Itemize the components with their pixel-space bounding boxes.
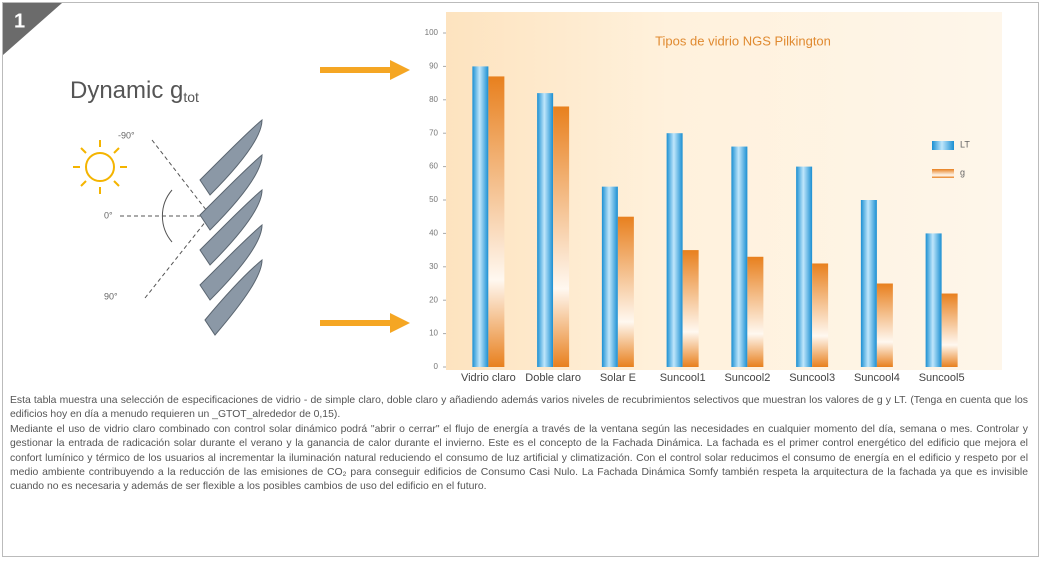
x-tick-label: Suncool3 xyxy=(789,372,836,384)
x-tick-label: Suncool1 xyxy=(659,372,706,384)
x-tick-label: Solar E xyxy=(599,372,636,384)
y-tick-label: 90 xyxy=(429,62,438,71)
bar xyxy=(472,66,489,368)
x-tick-label: Suncool4 xyxy=(853,372,900,384)
louvers xyxy=(199,118,263,336)
x-tick-label: Vidrio claro xyxy=(460,372,516,384)
y-tick-label: 50 xyxy=(429,195,438,204)
bar xyxy=(876,283,893,367)
bar xyxy=(617,216,634,367)
figure: 1 Dynamic gtot -90° 0° 90° Tipos de vidr… xyxy=(3,3,1002,371)
x-tick-label: Doble claro xyxy=(525,372,581,384)
bar xyxy=(601,186,618,367)
legend-swatch xyxy=(932,141,954,150)
y-tick-label: 10 xyxy=(429,329,438,338)
legend-label: LT xyxy=(960,139,970,149)
bar xyxy=(796,166,813,367)
y-tick-label: 20 xyxy=(429,295,438,304)
badge-bg xyxy=(3,3,62,55)
bar xyxy=(666,133,683,367)
bar xyxy=(812,263,829,367)
bar xyxy=(925,233,942,367)
angle-label: -90° xyxy=(118,130,135,140)
badge: 1 xyxy=(14,10,25,32)
bar xyxy=(553,106,570,367)
y-tick-label: 70 xyxy=(429,128,438,137)
bar xyxy=(860,200,877,367)
caption-paragraph: Mediante el uso de vidrio claro combinad… xyxy=(10,423,1028,493)
caption-paragraph: Esta tabla muestra una selección de espe… xyxy=(10,395,1028,421)
x-tick-label: Suncool2 xyxy=(724,372,771,384)
y-tick-label: 0 xyxy=(434,362,439,371)
bar xyxy=(747,256,764,367)
x-tick-label: Suncool5 xyxy=(918,372,965,384)
y-tick-label: 80 xyxy=(429,95,438,104)
y-tick-label: 60 xyxy=(429,162,438,171)
bar xyxy=(941,293,958,367)
angle-label: 90° xyxy=(104,291,118,301)
legend-swatch xyxy=(932,169,954,178)
arrows xyxy=(320,60,410,333)
bar xyxy=(731,146,748,367)
sun xyxy=(73,140,127,194)
angle-label: 0° xyxy=(104,210,113,220)
diagram-title: Dynamic gtot xyxy=(70,77,199,104)
bar xyxy=(537,93,554,368)
bar xyxy=(488,76,505,368)
y-tick-label: 100 xyxy=(425,28,439,37)
y-tick-label: 40 xyxy=(429,229,438,238)
bar xyxy=(682,250,699,367)
caption: Esta tabla muestra una selección de espe… xyxy=(10,394,1028,495)
angle-lines xyxy=(120,139,211,299)
legend-label: g xyxy=(960,167,965,177)
chart-title: Tipos de vidrio NGS Pilkington xyxy=(655,33,831,48)
y-tick-label: 30 xyxy=(429,262,438,271)
plot-bg xyxy=(446,12,1002,370)
